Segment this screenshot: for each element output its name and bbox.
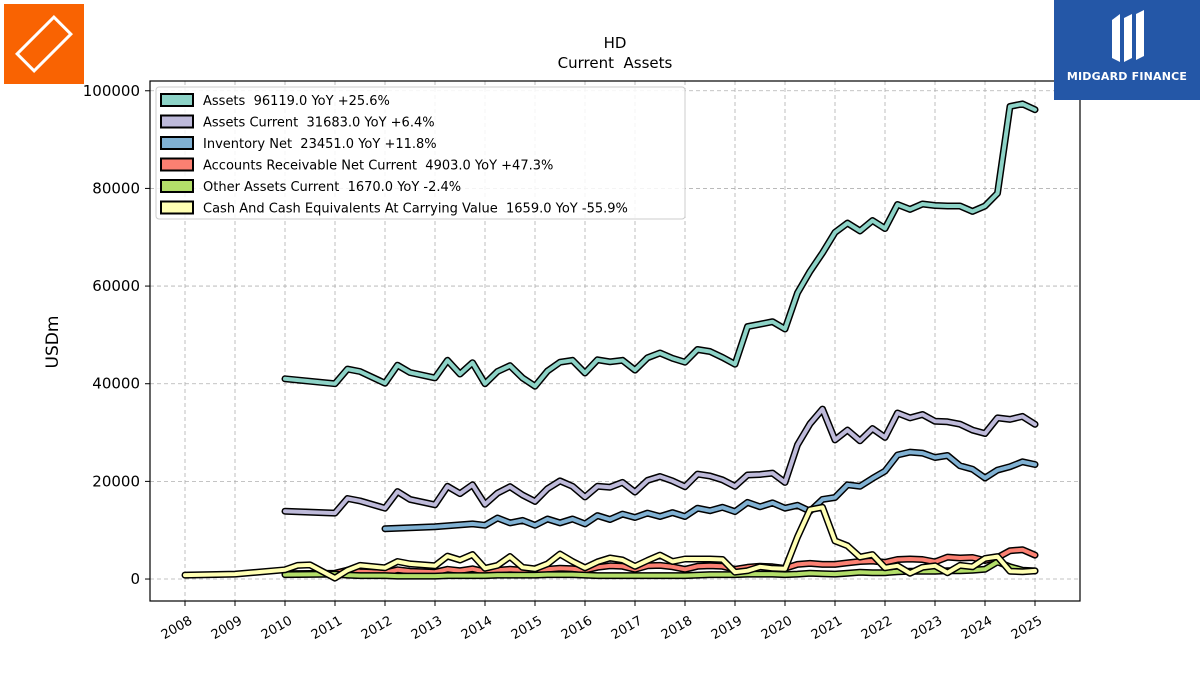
- series-line: [283, 407, 1037, 516]
- series-3: [281, 546, 1039, 578]
- series-lines: [181, 100, 1039, 582]
- series-line: [283, 547, 1037, 576]
- home-depot-logo-icon: [4, 4, 84, 84]
- x-tick-label: 2024: [959, 613, 995, 643]
- series-line-outline: [381, 448, 1039, 533]
- legend-box: [155, 86, 686, 220]
- x-tick-label: 2017: [609, 613, 645, 643]
- legend-entry: Assets 96119.0 YoY +25.6%: [203, 94, 390, 109]
- x-tick-label: 2010: [259, 613, 295, 643]
- y-axis-ticks: 0 20000 40000 60000 80000 100000: [83, 82, 150, 588]
- legend-entry: Inventory Net 23451.0 YoY +11.8%: [203, 137, 437, 152]
- x-tick-label: 2025: [1009, 613, 1045, 643]
- series-0: [281, 100, 1039, 390]
- x-tick-label: 2022: [859, 613, 895, 643]
- chart-subtitle: Current Assets: [558, 54, 673, 72]
- legend-swatch: [160, 157, 194, 172]
- legend-swatch: [160, 114, 194, 129]
- home-depot-logo: [4, 4, 84, 84]
- series-2: [381, 448, 1039, 533]
- legend-swatch: [160, 200, 194, 215]
- y-tick-label: 100000: [83, 82, 140, 100]
- series-line: [283, 101, 1037, 389]
- x-tick-label: 2023: [909, 613, 945, 643]
- legend-entry: Cash And Cash Equivalents At Carrying Va…: [203, 202, 628, 217]
- midgard-brand-text: MIDGARD FINANCE: [1066, 70, 1188, 83]
- legend-entry: Accounts Receivable Net Current 4903.0 Y…: [203, 159, 553, 174]
- series-5: [181, 503, 1039, 582]
- x-tick-label: 2021: [809, 613, 845, 643]
- y-tick-label: 40000: [92, 375, 140, 393]
- midgard-emblem-icon: [1112, 10, 1144, 62]
- series-line: [383, 450, 1037, 531]
- x-tick-label: 2016: [559, 613, 595, 643]
- x-tick-label: 2020: [759, 613, 795, 643]
- x-tick-label: 2009: [209, 613, 245, 643]
- x-tick-label: 2012: [359, 613, 395, 643]
- x-axis-ticks: 2008 2009 2010 2011 2012 2013 2014 2015 2016 2017…: [159, 601, 1045, 643]
- series-1: [281, 405, 1039, 517]
- legend: Assets 96119.0 YoY +25.6% Assets Current …: [155, 86, 686, 220]
- y-tick-label: 80000: [92, 179, 140, 197]
- series-line: [183, 505, 1037, 581]
- chart-title: HD: [604, 34, 627, 52]
- midgard-finance-logo: MIDGARD FINANCE: [1054, 0, 1200, 100]
- x-tick-label: 2015: [509, 613, 545, 643]
- x-tick-label: 2013: [409, 613, 445, 643]
- legend-swatch: [160, 93, 194, 107]
- plot-frame: [149, 80, 1081, 602]
- y-tick-label: 60000: [92, 277, 140, 295]
- legend-entry: Assets Current 31683.0 YoY +6.4%: [203, 116, 435, 131]
- y-tick-label: 20000: [92, 472, 140, 490]
- x-tick-label: 2018: [659, 613, 695, 643]
- y-tick-label: 0: [130, 570, 140, 588]
- x-tick-label: 2011: [309, 613, 345, 643]
- x-tick-label: 2008: [159, 613, 195, 643]
- legend-entry: Other Assets Current 1670.0 YoY -2.4%: [203, 180, 461, 195]
- series-line-outline: [281, 405, 1039, 517]
- y-axis-label: USDm: [43, 316, 63, 369]
- legend-swatch: [160, 179, 194, 193]
- legend-swatch: [160, 136, 194, 150]
- x-tick-label: 2014: [459, 613, 495, 643]
- x-tick-label: 2019: [709, 613, 745, 643]
